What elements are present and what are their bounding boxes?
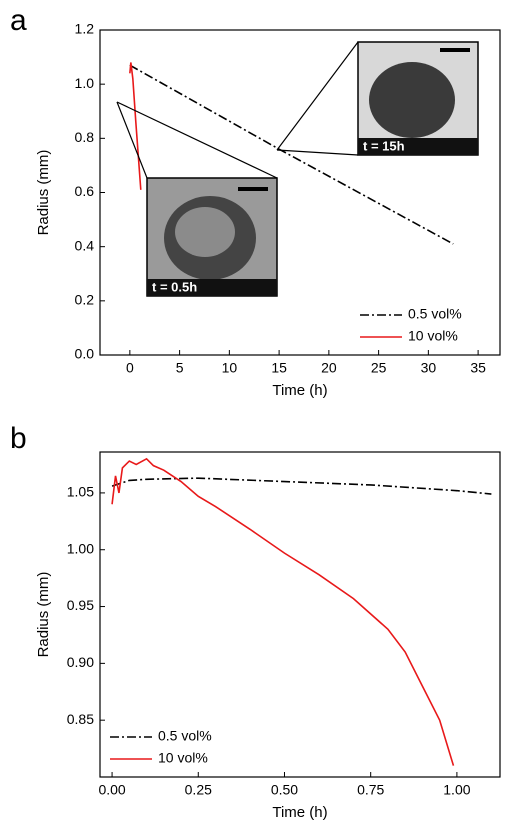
inset-label: t = 0.5h <box>152 279 197 294</box>
inset-1 <box>276 41 479 156</box>
x-tick-label: 30 <box>421 360 437 376</box>
inset-0 <box>116 101 278 297</box>
inset-base <box>358 138 478 155</box>
inset-connector <box>276 41 359 151</box>
y-tick-label: 0.4 <box>75 237 95 253</box>
droplet-highlight <box>175 207 235 257</box>
y-tick-label: 1.05 <box>67 484 94 500</box>
x-tick-label: 1.00 <box>443 782 470 798</box>
panel: b 0.00 0.25 0.50 0.75 1.00 0.85 0.90 0.95 1.00 1.0… <box>10 422 501 821</box>
y-axis-label: Radius (mm) <box>35 572 52 658</box>
inset-connector <box>116 101 278 179</box>
x-tick-label: 0.50 <box>271 782 298 798</box>
x-tick-label: 5 <box>176 360 184 376</box>
x-tick-label: 15 <box>271 360 287 376</box>
y-tick-label: 0.85 <box>67 711 94 727</box>
inset-connector <box>116 101 148 179</box>
series-line <box>111 477 492 495</box>
legend-label: 0.5 vol% <box>158 728 212 744</box>
x-tick-label: 0.25 <box>185 782 212 798</box>
y-tick-label: 0.95 <box>67 597 94 613</box>
y-tick-label: 0.8 <box>75 129 95 145</box>
inset-label: t = 15h <box>363 138 405 153</box>
inset-base <box>147 279 277 296</box>
series-line <box>129 62 142 190</box>
x-tick-label: 0 <box>126 360 134 376</box>
scale-bar <box>440 48 470 52</box>
series-line <box>111 457 455 766</box>
x-tick-label: 25 <box>371 360 387 376</box>
panel-label: b <box>10 422 27 455</box>
x-axis-label: Time (h) <box>272 382 327 399</box>
series-line <box>129 64 454 245</box>
y-tick-label: 1.2 <box>75 21 95 37</box>
y-tick-label: 0.90 <box>67 654 94 670</box>
x-tick-label: 20 <box>321 360 337 376</box>
legend-label: 0.5 vol% <box>408 306 462 322</box>
x-tick-label: 0.75 <box>357 782 384 798</box>
inset-connector <box>276 149 359 156</box>
droplet <box>369 62 455 138</box>
x-axis-label: Time (h) <box>272 804 327 821</box>
y-tick-label: 0.0 <box>75 346 95 362</box>
panel-label: a <box>10 4 27 37</box>
legend-label: 10 vol% <box>158 750 208 766</box>
x-tick-label: 35 <box>470 360 486 376</box>
x-tick-label: 10 <box>222 360 238 376</box>
y-tick-label: 0.2 <box>75 292 95 308</box>
y-axis-label: Radius (mm) <box>35 150 52 236</box>
plot-frame <box>99 451 501 778</box>
panel: a 0 5 10 15 20 25 30 35 0.0 0.2 0.4 0.6 0.8 1.0 1.2 Time… <box>10 4 501 399</box>
x-tick-label: 0.00 <box>98 782 125 798</box>
scale-bar <box>238 187 268 191</box>
legend-label: 10 vol% <box>408 328 458 344</box>
y-tick-label: 1.00 <box>67 540 94 556</box>
y-tick-label: 1.0 <box>75 75 95 91</box>
y-tick-label: 0.6 <box>75 183 95 199</box>
